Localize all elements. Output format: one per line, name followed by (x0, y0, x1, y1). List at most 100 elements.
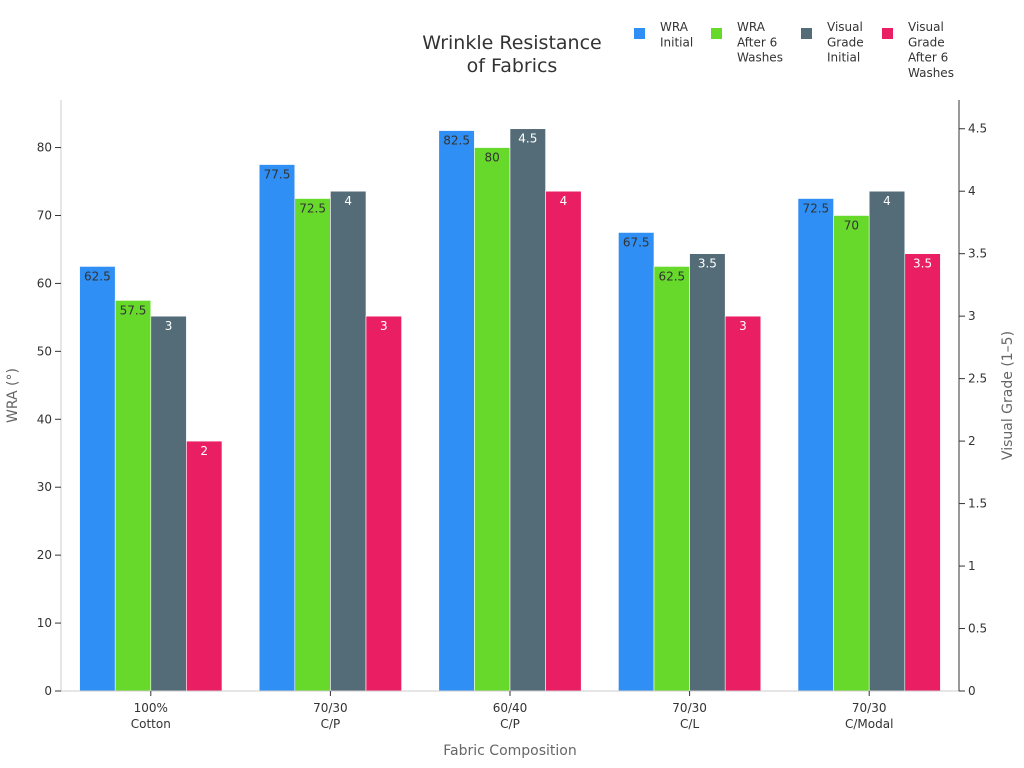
x-tick-label-line: 70/30 (672, 701, 707, 715)
y2-tick-label: 3 (968, 309, 976, 323)
y2-tick-label: 0 (968, 684, 976, 698)
y2-tick-label: 3.5 (968, 247, 987, 261)
chart-title: Wrinkle Resistance of Fabrics (422, 32, 601, 77)
bar (294, 198, 331, 692)
x-tick-label-line: C/P (321, 717, 341, 731)
x-tick-label: 60/40 C/P (493, 701, 528, 731)
bar-value-label: 62.5 (658, 269, 685, 283)
legend-label-line: Visual (908, 20, 944, 34)
bar-value-label: 3 (739, 319, 747, 333)
bar-value-label: 4.5 (518, 132, 537, 146)
y-tick-label: 30 (37, 480, 52, 494)
bar-value-label: 4 (560, 194, 568, 208)
y2-tick-label: 1.5 (968, 497, 987, 511)
bar (545, 190, 582, 692)
y-tick-label: 20 (37, 548, 52, 562)
chart-title-line: of Fabrics (467, 55, 558, 77)
bar-value-label: 3.5 (698, 257, 717, 271)
bar-value-label: 72.5 (299, 202, 326, 216)
bar (474, 147, 511, 692)
legend-swatch (801, 28, 812, 39)
x-tick-label-line: 60/40 (493, 701, 528, 715)
x-tick-label: 70/30 C/P (313, 701, 348, 731)
legend-label-line: After 6 (908, 51, 948, 65)
x-tick-label: 70/30 C/L (672, 701, 707, 731)
bar-value-label: 62.5 (84, 269, 111, 283)
legend-label-line: Washes (908, 66, 954, 80)
y2-tick-label: 1 (968, 559, 976, 573)
bar-value-label: 4 (883, 194, 891, 208)
bar-value-label: 82.5 (443, 134, 470, 148)
legend-swatch (882, 28, 893, 39)
bar (150, 315, 187, 692)
y-tick-label: 0 (44, 684, 52, 698)
bar (114, 300, 152, 692)
legend-swatch (634, 28, 645, 39)
bar (833, 215, 870, 692)
bar (365, 315, 402, 692)
bar (904, 253, 941, 692)
legend-swatch (711, 28, 722, 39)
bar-value-label: 72.5 (802, 202, 829, 216)
bar (438, 130, 475, 692)
legend-label: WRA Initial (660, 20, 693, 49)
legend-label-line: Initial (827, 51, 860, 65)
legend-label-line: Initial (660, 35, 693, 49)
y-tick-label: 80 (37, 141, 52, 155)
bar-value-label: 3 (380, 319, 388, 333)
y2-axis-title: Visual Grade (1–5) (1000, 331, 1016, 460)
bar (618, 232, 655, 692)
bar (258, 164, 296, 692)
y-tick-label: 40 (37, 412, 52, 426)
y2-tick-label: 4 (968, 184, 976, 198)
legend-label-line: Visual (827, 20, 863, 34)
y-tick-label: 70 (37, 208, 52, 222)
legend-label-line: WRA (660, 20, 689, 34)
x-tick-label-line: 70/30 (852, 701, 887, 715)
y2-tick-label: 0.5 (968, 622, 987, 636)
bar (509, 128, 546, 692)
y2-tick-label: 2 (968, 434, 976, 448)
bar (330, 190, 367, 692)
x-tick-label: 100% Cotton (131, 701, 171, 731)
bar (724, 315, 762, 692)
y-tick-label: 60 (37, 276, 52, 290)
x-tick-label-line: C/P (500, 717, 520, 731)
bar-value-label: 70 (844, 218, 859, 232)
y2-tick-label: 2.5 (968, 372, 987, 386)
x-tick-label: 70/30 C/Modal (845, 701, 893, 731)
bar (689, 253, 726, 692)
x-tick-label-line: C/L (680, 717, 699, 731)
x-tick-label-line: 100% (134, 701, 168, 715)
bar-value-label: 3 (165, 319, 173, 333)
legend-label: Visual Grade Initial (827, 20, 864, 65)
x-tick-label-line: C/Modal (845, 717, 893, 731)
bar-value-label: 80 (485, 151, 500, 165)
bar-value-label: 3.5 (913, 257, 932, 271)
legend-label: Visual Grade After 6 Washes (908, 20, 954, 80)
bar (653, 266, 690, 692)
legend-label-line: Grade (908, 35, 945, 49)
y-tick-label: 50 (37, 344, 52, 358)
bar-value-label: 2 (200, 444, 208, 458)
bar (868, 190, 906, 692)
legend-label-line: Grade (827, 35, 864, 49)
bar-value-label: 57.5 (120, 303, 147, 317)
y-axis-title: WRA (°) (5, 368, 21, 423)
bar-value-label: 4 (344, 194, 352, 208)
y-tick-label: 10 (37, 616, 52, 630)
bar (79, 266, 116, 692)
legend-label-line: Washes (737, 51, 783, 65)
x-tick-label-line: 70/30 (313, 701, 348, 715)
bar (186, 440, 223, 692)
bar-value-label: 77.5 (264, 168, 291, 182)
bar (797, 198, 834, 692)
legend-label-line: WRA (737, 20, 766, 34)
x-tick-label-line: Cotton (131, 717, 171, 731)
bars: 62.5 77.5 82.5 67.5 72.5 57.5 72.5 80 62.5 70 3 4 4.… (79, 128, 941, 692)
bar-value-label: 67.5 (623, 235, 650, 249)
y2-tick-label: 4.5 (968, 122, 987, 136)
legend-label: WRA After 6 Washes (737, 20, 783, 65)
